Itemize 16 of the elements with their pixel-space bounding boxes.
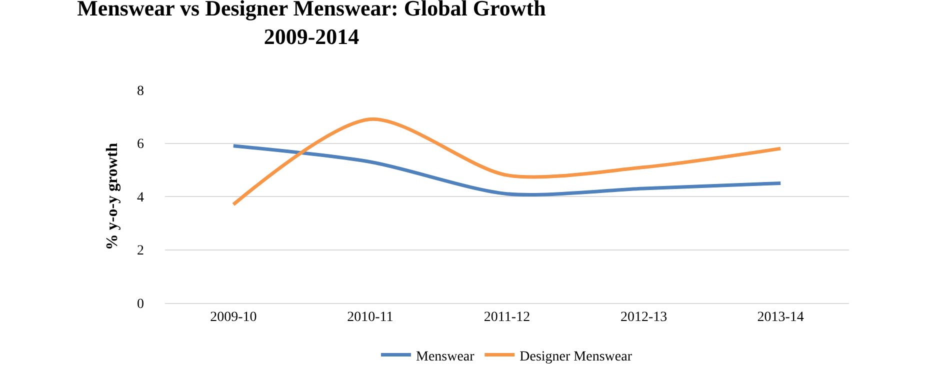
y-tick-label: 0	[137, 296, 144, 312]
x-tick-label: 2013-14	[757, 310, 804, 325]
y-tick-label: 2	[137, 244, 144, 259]
legend-label: Menswear	[416, 349, 475, 364]
y-tick-label: 8	[137, 84, 144, 99]
x-tick-label: 2012-13	[620, 310, 668, 325]
x-tick-label: 2011-12	[484, 310, 530, 325]
line-series	[232, 118, 782, 206]
line-series	[232, 144, 782, 196]
x-tick-label: 2010-11	[347, 310, 394, 325]
legend-label: Designer Menswear	[520, 349, 632, 364]
y-tick-label: 6	[137, 137, 144, 152]
x-tick-label: 2009-10	[210, 310, 257, 325]
y-axis-title: % y-o-y growth	[104, 142, 121, 250]
y-tick-label: 4	[137, 190, 144, 206]
chart-title: Menswear vs Designer Menswear: Global Growth 2009-2014	[77, 0, 546, 49]
